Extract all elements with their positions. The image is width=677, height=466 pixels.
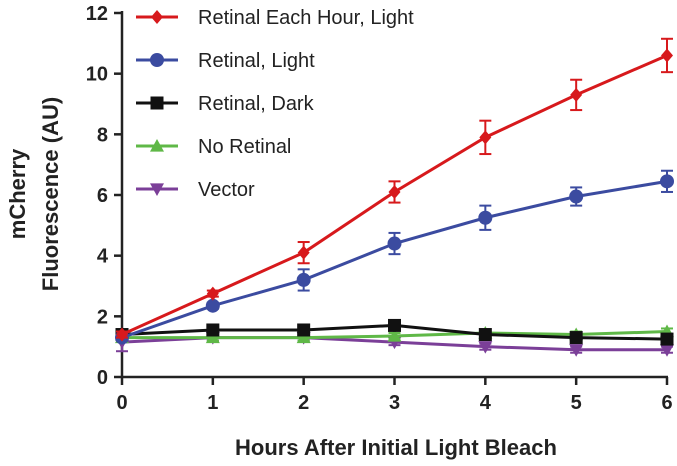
data-point — [206, 286, 219, 301]
data-point — [297, 323, 311, 337]
data-point — [387, 236, 402, 251]
data-point — [205, 298, 220, 313]
data-point — [479, 130, 492, 145]
data-point — [478, 210, 493, 225]
y-tick-label: 6 — [97, 185, 108, 207]
data-point — [297, 245, 310, 260]
data-point — [388, 318, 401, 332]
legend-item: No Retinal — [136, 136, 291, 158]
x-tick-label: 1 — [207, 392, 218, 414]
x-tick-label: 5 — [571, 392, 582, 414]
data-point — [478, 341, 493, 354]
y-tick-label: 4 — [97, 246, 109, 268]
data-point — [296, 272, 311, 287]
y-tick-label: 8 — [97, 124, 108, 146]
x-tick-label: 3 — [389, 392, 400, 414]
data-point — [569, 331, 583, 345]
y-tick-label: 10 — [86, 64, 108, 86]
data-point — [206, 323, 220, 337]
data-point — [660, 332, 674, 346]
y-tick-label: 0 — [97, 367, 108, 389]
legend-label: Retinal, Light — [198, 50, 315, 72]
legend-marker — [151, 10, 163, 24]
legend-label: Retinal Each Hour, Light — [198, 7, 414, 29]
legend: Retinal Each Hour, Light Retinal, Light Re… — [136, 7, 414, 201]
data-point — [387, 329, 402, 342]
data-point — [116, 327, 128, 342]
x-tick-label: 4 — [480, 392, 492, 414]
y-tick-label: 2 — [97, 306, 108, 328]
data-point — [569, 344, 584, 357]
data-point — [205, 330, 220, 344]
series-retinal-each-hour-light — [116, 37, 673, 342]
legend-item: Retinal, Light — [136, 50, 315, 72]
legend-item: Retinal Each Hour, Light — [136, 7, 414, 29]
series-retinal-light — [115, 169, 674, 345]
x-tick-label: 6 — [661, 392, 672, 414]
data-point — [660, 344, 674, 357]
data-point — [570, 87, 583, 102]
data-point — [569, 189, 584, 204]
series-layer — [115, 37, 674, 357]
data-point — [296, 330, 311, 344]
series-retinal-dark — [115, 318, 674, 346]
legend-marker — [150, 183, 164, 196]
legend-marker — [150, 53, 164, 67]
legend-marker — [150, 139, 164, 152]
legend-label: Retinal, Dark — [198, 93, 315, 115]
data-point — [478, 328, 492, 342]
y-axis-label-line-1: mCherry — [5, 148, 30, 239]
legend-item: Vector — [136, 179, 255, 201]
legend-item: Retinal, Dark — [136, 93, 315, 115]
y-axis-label-line-2: Fluorescence (AU) — [38, 97, 63, 291]
x-axis-label: Hours After Initial Light Bleach — [235, 435, 557, 460]
x-tick-label: 2 — [298, 392, 309, 414]
data-point — [660, 174, 674, 189]
y-tick-label: 12 — [86, 3, 108, 25]
data-point — [661, 48, 673, 63]
legend-label: No Retinal — [198, 136, 291, 158]
legend-label: Vector — [198, 179, 255, 201]
legend-marker — [150, 96, 164, 110]
x-tick-label: 0 — [116, 392, 127, 414]
data-point — [388, 184, 401, 199]
series-line — [121, 179, 668, 339]
